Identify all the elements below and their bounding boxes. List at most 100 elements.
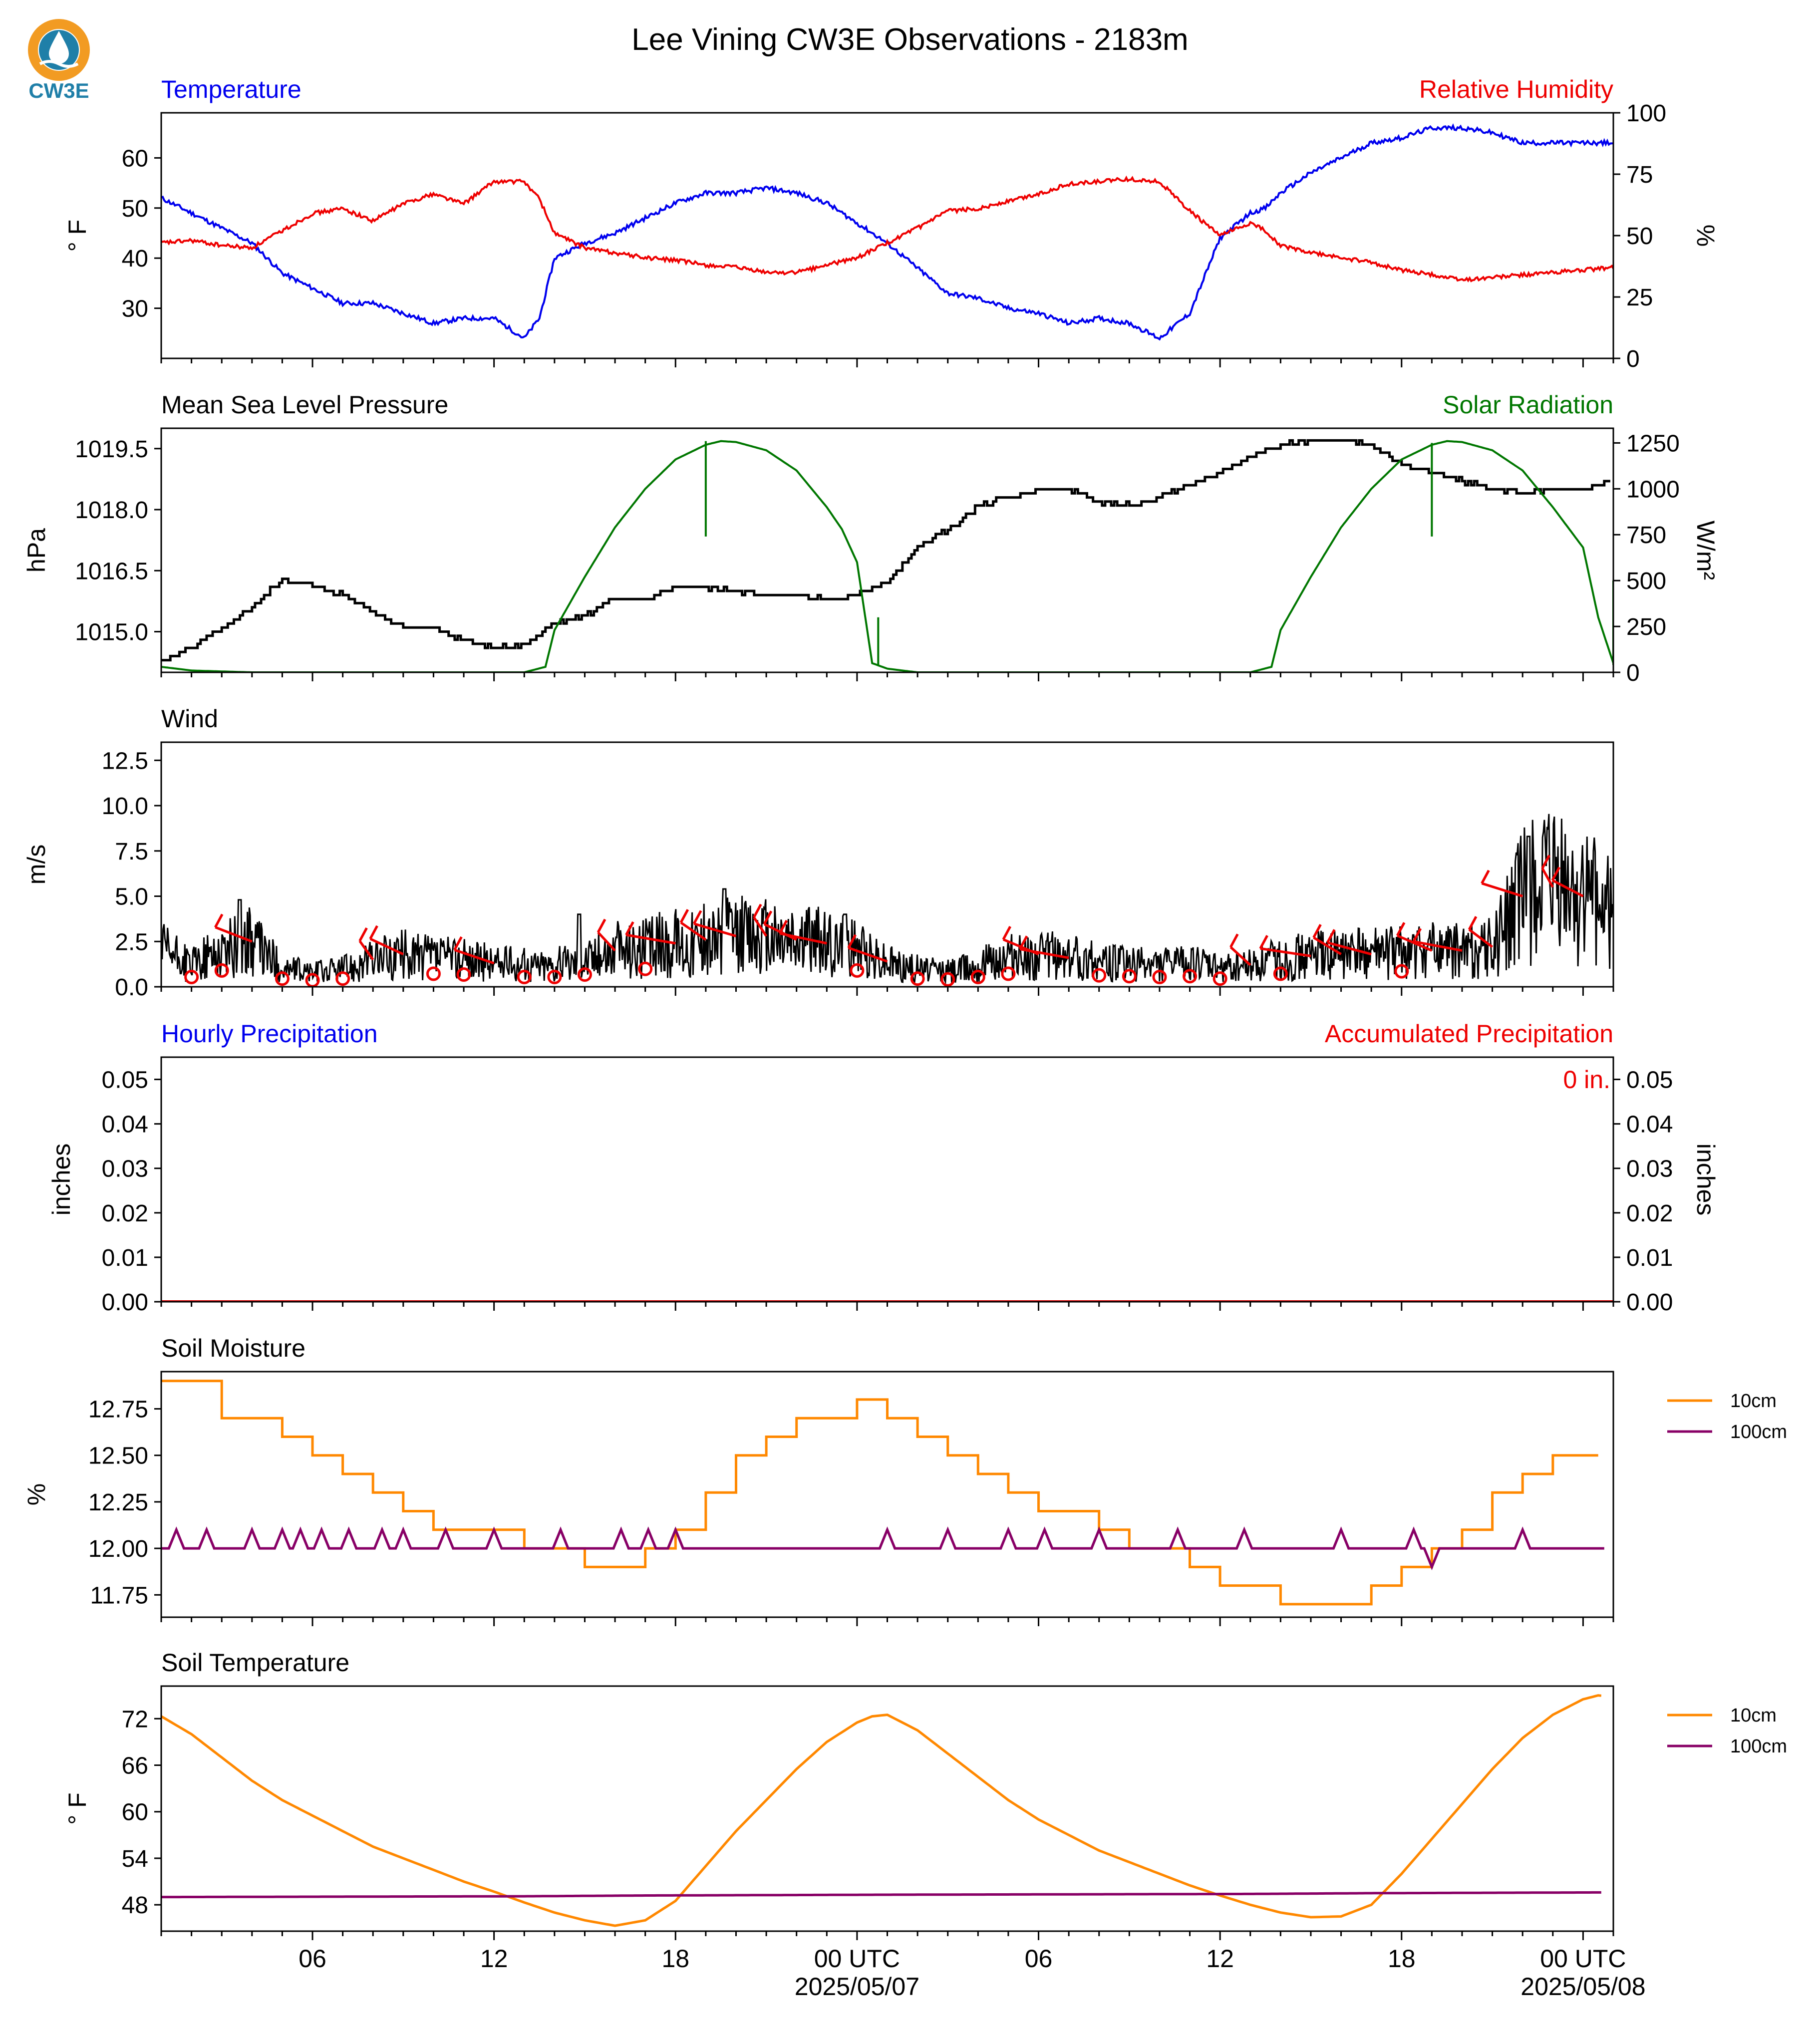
wind-barb-flag bbox=[693, 910, 702, 924]
x-tick-label: 06 bbox=[299, 1945, 326, 1973]
y-axis-label-left: m/s bbox=[22, 845, 50, 885]
figure-title: Lee Vining CW3E Observations - 2183m bbox=[631, 22, 1188, 57]
panel-2: Mean Sea Level Pressure Solar Radiation hP… bbox=[22, 391, 1720, 686]
wind-barb-shaft bbox=[1397, 934, 1433, 952]
y-tick-label-left: 12.00 bbox=[88, 1536, 148, 1562]
panel-1: Temperature Relative Humidity ° F % 30 40 50 60… bbox=[63, 75, 1720, 372]
wind-barb-calm bbox=[910, 971, 925, 986]
logo-ring bbox=[28, 19, 90, 81]
wind-barb-calm bbox=[547, 969, 562, 984]
wind-barb-flag bbox=[597, 918, 607, 933]
y-tick-label-left: 1015.0 bbox=[75, 619, 148, 646]
wind-barb-shaft bbox=[625, 933, 676, 945]
y-tick-label-right: 50 bbox=[1626, 223, 1653, 250]
wind-barb-calm bbox=[1183, 969, 1198, 984]
y-axis-label-left: % bbox=[22, 1483, 50, 1505]
panel-title-left: Hourly Precipitation bbox=[161, 1020, 378, 1048]
wind-barb-calm bbox=[970, 969, 985, 984]
wind-barb-calm bbox=[940, 972, 955, 987]
y-tick-label-left: 30 bbox=[122, 296, 148, 322]
x-date-label: 2025/05/07 bbox=[795, 1973, 919, 2001]
wind-barb-shaft bbox=[1313, 936, 1342, 955]
y-tick-label-left: 60 bbox=[122, 1799, 148, 1826]
y-tick-label-right: 250 bbox=[1626, 614, 1666, 640]
x-tick-label: 18 bbox=[661, 1945, 689, 1973]
rh-line bbox=[161, 175, 1613, 283]
wind-barb-flag bbox=[679, 909, 689, 923]
panel-title-left: Wind bbox=[161, 705, 218, 733]
y-tick-label-right: 75 bbox=[1626, 162, 1653, 188]
panel-frame bbox=[160, 427, 1614, 673]
y-tick-label-left: 11.75 bbox=[90, 1582, 148, 1609]
wind-barb-shaft bbox=[1413, 940, 1463, 952]
y-tick-label-left: 72 bbox=[122, 1706, 148, 1733]
wind-barb-calm bbox=[577, 967, 592, 982]
legend-label: 10cm bbox=[1730, 1705, 1777, 1726]
panel-title-right: Relative Humidity bbox=[1419, 75, 1613, 103]
wind-barb-calm bbox=[1213, 971, 1227, 986]
y-tick-label-left: 1016.5 bbox=[75, 558, 148, 584]
panel-title-left: Soil Moisture bbox=[161, 1334, 305, 1362]
y-axis-label-left: ° F bbox=[63, 220, 91, 252]
wind-barb-flag bbox=[778, 919, 788, 934]
y-tick-label-left: 0.04 bbox=[102, 1112, 148, 1138]
wind-barb-calm bbox=[1092, 968, 1107, 983]
y-tick-label-left: 0.03 bbox=[102, 1156, 148, 1182]
panel-title-right: Accumulated Precipitation bbox=[1325, 1020, 1613, 1048]
y-tick-label-right: 25 bbox=[1626, 285, 1653, 311]
y-tick-label-left: 0.02 bbox=[102, 1200, 148, 1227]
y-tick-label-left: 0.01 bbox=[102, 1245, 148, 1271]
wind-barb-flag bbox=[1326, 929, 1336, 943]
wind-barb-shaft bbox=[454, 948, 495, 965]
logo-drop-icon bbox=[49, 31, 69, 64]
panel-title-left: Soil Temperature bbox=[161, 1649, 349, 1677]
wind-barb-shaft bbox=[369, 937, 404, 955]
wind-barb-flag bbox=[358, 927, 368, 942]
panel-title-right: Solar Radiation bbox=[1443, 391, 1613, 419]
y-axis-label-right: % bbox=[1692, 225, 1720, 247]
wind-barb-shaft bbox=[1327, 941, 1372, 956]
y-tick-label-right: 0.04 bbox=[1626, 1112, 1673, 1138]
panel-title-left: Temperature bbox=[161, 75, 302, 103]
y-axis-label-left: hPa bbox=[22, 528, 50, 573]
y-tick-label-left: 50 bbox=[122, 196, 148, 222]
y-tick-label-right: 750 bbox=[1626, 522, 1666, 549]
wind-barb-flag bbox=[1396, 922, 1406, 936]
y-tick-label-left: 5.0 bbox=[115, 884, 148, 910]
wind-barb-flag bbox=[1468, 916, 1478, 930]
panel-title-left: Mean Sea Level Pressure bbox=[161, 391, 448, 419]
wind-barb-flag bbox=[763, 910, 773, 925]
y-tick-label-left: 7.5 bbox=[115, 839, 148, 865]
wind-barb-calm bbox=[1122, 969, 1137, 984]
wind-barb-flag bbox=[1412, 928, 1422, 942]
wind-barb-calm bbox=[184, 969, 199, 984]
y-tick-label-left: 12.75 bbox=[88, 1397, 148, 1423]
wind-barb-shaft bbox=[680, 921, 707, 941]
wind-barb-calm bbox=[426, 966, 441, 981]
y-tick-label-left: 1018.0 bbox=[75, 497, 148, 524]
y-tick-label-right: 0.05 bbox=[1626, 1067, 1673, 1094]
wind-barb-calm bbox=[275, 971, 290, 986]
pressure-line bbox=[161, 439, 1610, 662]
wind-barb-flag bbox=[1312, 924, 1322, 938]
y-tick-label-right: 100 bbox=[1626, 100, 1666, 127]
y-tick-label-left: 0.0 bbox=[115, 974, 148, 1001]
wind-barb-calm bbox=[850, 963, 865, 978]
legend-label: 100cm bbox=[1730, 1736, 1787, 1757]
wind-barb-flag bbox=[625, 921, 634, 936]
wind-barb-shaft bbox=[848, 946, 888, 963]
soil-temp-100cm-line bbox=[161, 1891, 1601, 1899]
wind-barb-calm bbox=[1152, 969, 1167, 984]
x-tick-label: 18 bbox=[1388, 1945, 1416, 1973]
y-tick-label-left: 66 bbox=[122, 1752, 148, 1779]
soil-moisture-10cm-line bbox=[161, 1380, 1598, 1606]
wind-barb-calm bbox=[214, 963, 229, 978]
panel-4: Hourly Precipitation Accumulated Precipit… bbox=[47, 1020, 1720, 1316]
y-tick-label-left: 0.00 bbox=[102, 1289, 148, 1316]
wind-barb-flag bbox=[214, 913, 224, 928]
y-tick-label-right: 1000 bbox=[1626, 476, 1680, 503]
wind-barb-calm bbox=[456, 967, 471, 982]
x-date-label: 2025/05/08 bbox=[1520, 1973, 1645, 2001]
x-tick-label: 06 bbox=[1025, 1945, 1053, 1973]
